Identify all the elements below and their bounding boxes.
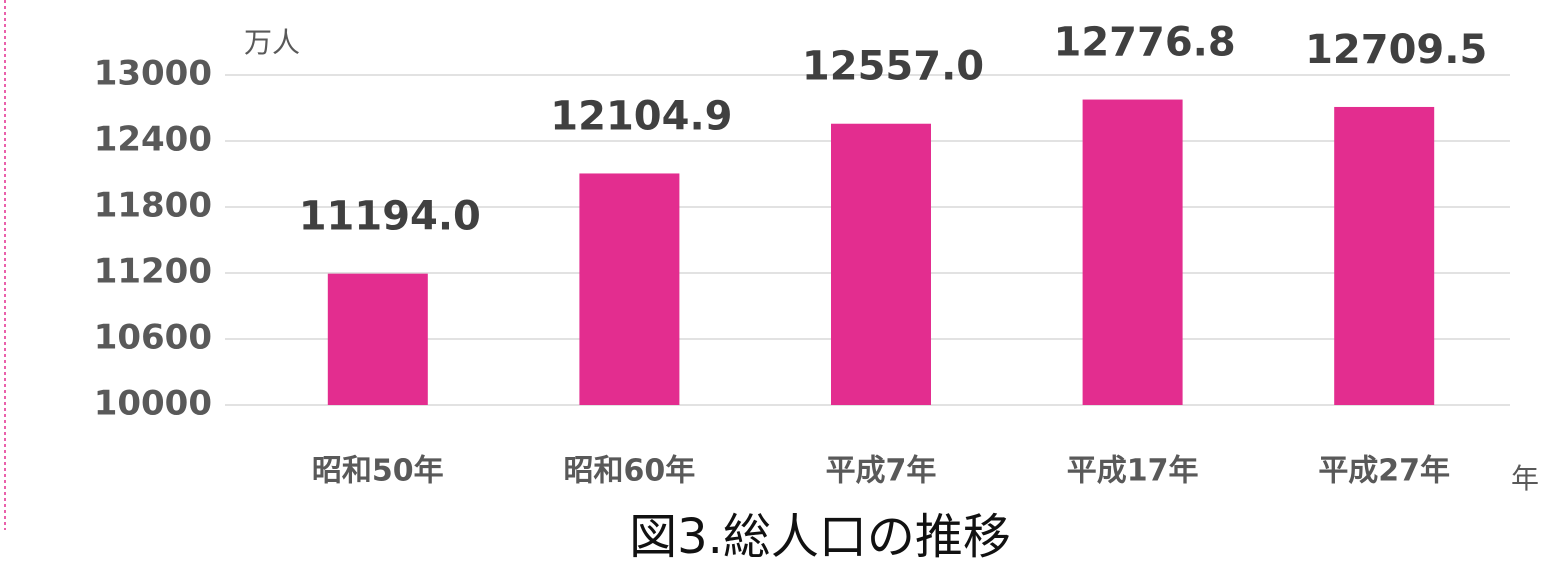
data-label: 11194.0 — [299, 194, 481, 240]
y-tick-label: 11800 — [94, 186, 212, 226]
y-tick-label: 11200 — [94, 252, 212, 292]
bar — [1334, 106, 1435, 405]
data-label: 12557.0 — [802, 44, 984, 90]
x-tick-label: 平成7年 — [826, 454, 937, 489]
y-tick-label: 13000 — [94, 54, 212, 94]
y-tick-label: 10000 — [94, 384, 212, 424]
y-axis-label: 万人 — [244, 26, 300, 59]
bar — [1082, 99, 1183, 405]
data-label: 12776.8 — [1054, 20, 1236, 66]
x-tick-label: 昭和60年 — [564, 454, 696, 489]
chart-title: 図3.総人口の推移 — [629, 509, 1011, 565]
x-tick-label: 昭和50年 — [312, 454, 444, 489]
x-tick-label: 平成17年 — [1067, 454, 1199, 489]
y-tick-label: 12400 — [94, 120, 212, 160]
y-tick-label: 10600 — [94, 318, 212, 358]
bar — [579, 173, 680, 405]
bar — [831, 123, 931, 405]
bar — [327, 273, 428, 405]
x-axis-label: 年 — [1511, 462, 1539, 495]
data-label: 12104.9 — [550, 93, 732, 139]
x-tick-label: 平成27年 — [1318, 454, 1450, 489]
data-label: 12709.5 — [1305, 27, 1487, 73]
